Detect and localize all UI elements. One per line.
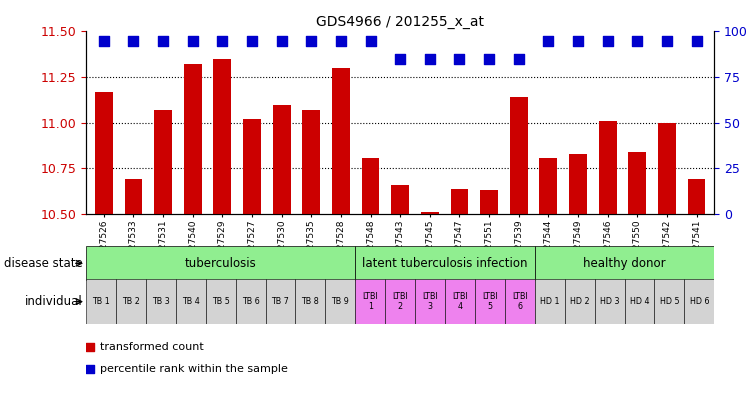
Text: transformed count: transformed count: [100, 342, 204, 352]
Bar: [539, 158, 557, 214]
Point: [572, 37, 584, 44]
Title: GDS4966 / 201255_x_at: GDS4966 / 201255_x_at: [316, 15, 484, 29]
Point: [661, 37, 673, 44]
Bar: [146, 279, 176, 324]
Text: TB 6: TB 6: [242, 297, 260, 306]
Bar: [421, 212, 439, 214]
Bar: [658, 123, 675, 214]
Bar: [243, 119, 261, 214]
Text: disease state: disease state: [4, 257, 82, 270]
Point: [276, 37, 288, 44]
Text: individual: individual: [25, 295, 82, 308]
Point: [246, 37, 258, 44]
Bar: [266, 279, 295, 324]
Bar: [184, 64, 202, 214]
Bar: [445, 279, 475, 324]
Point: [394, 56, 406, 62]
Point: [364, 37, 376, 44]
Text: LTBI
4: LTBI 4: [452, 292, 468, 311]
Text: tuberculosis: tuberculosis: [185, 257, 257, 270]
Point: [631, 37, 643, 44]
Bar: [684, 279, 714, 324]
Text: HD 5: HD 5: [660, 297, 679, 306]
Bar: [654, 279, 684, 324]
Text: healthy donor: healthy donor: [583, 257, 666, 270]
Bar: [565, 279, 595, 324]
Point: [601, 37, 613, 44]
Bar: [598, 121, 616, 214]
Bar: [213, 59, 231, 214]
Text: TB 9: TB 9: [331, 297, 349, 306]
Bar: [86, 246, 355, 281]
Point: [127, 37, 139, 44]
Bar: [325, 279, 355, 324]
Bar: [125, 180, 142, 214]
Point: [305, 37, 317, 44]
Point: [542, 37, 554, 44]
Text: latent tuberculosis infection: latent tuberculosis infection: [362, 257, 528, 270]
Point: [157, 37, 169, 44]
Bar: [86, 279, 116, 324]
Bar: [510, 97, 527, 214]
Bar: [535, 279, 565, 324]
Bar: [355, 246, 535, 281]
Text: LTBI
5: LTBI 5: [482, 292, 498, 311]
Bar: [176, 279, 206, 324]
Text: TB 2: TB 2: [122, 297, 140, 306]
Bar: [595, 279, 625, 324]
Bar: [535, 246, 714, 281]
Point: [453, 56, 465, 62]
Text: TB 1: TB 1: [92, 297, 110, 306]
Bar: [475, 279, 505, 324]
Text: TB 8: TB 8: [301, 297, 319, 306]
Text: TB 5: TB 5: [212, 297, 230, 306]
Point: [483, 56, 495, 62]
Bar: [505, 279, 535, 324]
Text: HD 6: HD 6: [690, 297, 709, 306]
Bar: [625, 279, 654, 324]
Text: TB 7: TB 7: [272, 297, 289, 306]
Text: LTBI
2: LTBI 2: [392, 292, 408, 311]
Text: HD 3: HD 3: [600, 297, 619, 306]
Point: [690, 37, 702, 44]
Bar: [332, 68, 350, 214]
Point: [216, 37, 228, 44]
Bar: [415, 279, 445, 324]
Bar: [391, 185, 409, 214]
Bar: [206, 279, 236, 324]
Point: [85, 366, 96, 373]
Bar: [361, 158, 379, 214]
Bar: [480, 191, 498, 214]
Text: TB 3: TB 3: [152, 297, 170, 306]
Text: TB 4: TB 4: [182, 297, 200, 306]
Bar: [154, 110, 172, 214]
Point: [512, 56, 524, 62]
Text: HD 2: HD 2: [570, 297, 589, 306]
Bar: [95, 92, 113, 214]
Text: LTBI
1: LTBI 1: [362, 292, 378, 311]
Text: percentile rank within the sample: percentile rank within the sample: [100, 364, 288, 375]
Text: LTBI
3: LTBI 3: [422, 292, 438, 311]
Point: [335, 37, 347, 44]
Text: HD 4: HD 4: [630, 297, 649, 306]
Bar: [385, 279, 415, 324]
Bar: [302, 110, 320, 214]
Bar: [569, 154, 587, 214]
Point: [424, 56, 436, 62]
Bar: [628, 152, 646, 214]
Bar: [236, 279, 266, 324]
Text: HD 1: HD 1: [540, 297, 560, 306]
Bar: [295, 279, 325, 324]
Text: LTBI
6: LTBI 6: [512, 292, 528, 311]
Point: [98, 37, 110, 44]
Point: [187, 37, 199, 44]
Bar: [450, 189, 468, 214]
Bar: [355, 279, 385, 324]
Bar: [116, 279, 146, 324]
Bar: [273, 105, 290, 214]
Point: [85, 344, 96, 351]
Bar: [687, 180, 705, 214]
